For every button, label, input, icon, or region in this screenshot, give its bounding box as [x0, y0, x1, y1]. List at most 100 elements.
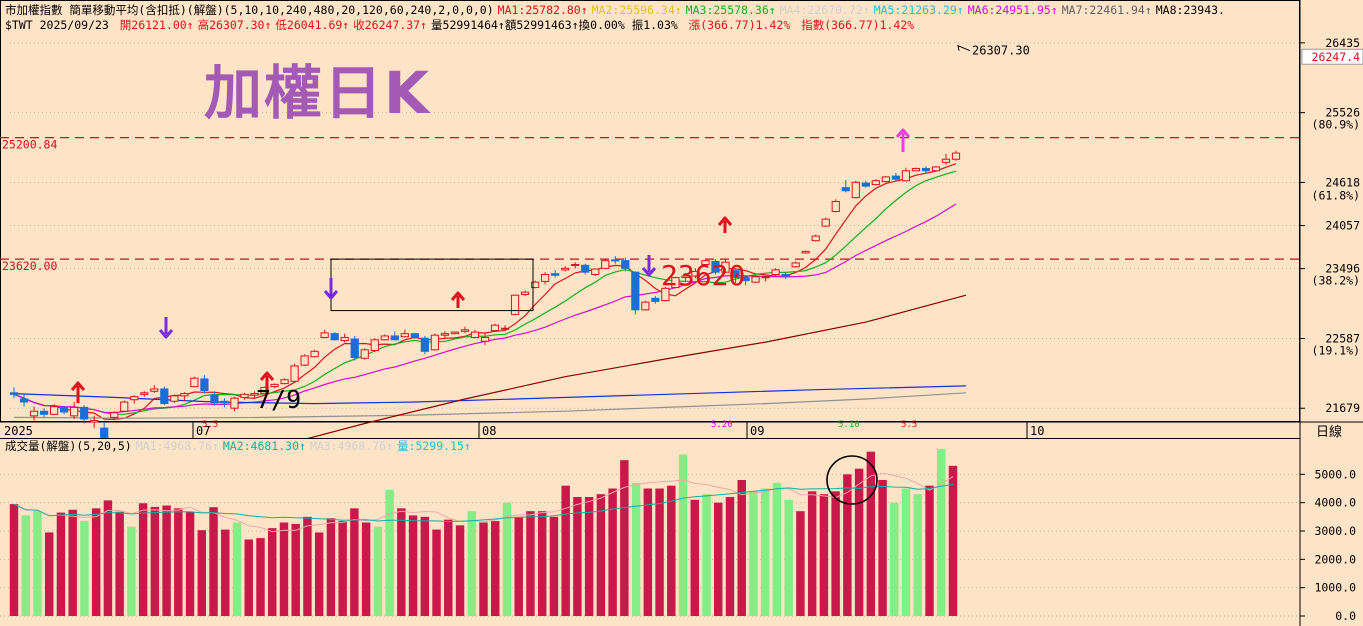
buy-signal-arrow — [717, 216, 733, 233]
candle — [681, 272, 690, 282]
candle — [130, 395, 139, 404]
volume-bar — [620, 460, 629, 616]
header-segment: MA1:4968.76↑ — [136, 439, 219, 453]
candle — [881, 176, 890, 183]
volume-tick-label: 0.0 — [1335, 609, 1356, 623]
volume-bar — [432, 529, 441, 616]
month-label: 08 — [482, 424, 496, 438]
volume-bar — [608, 488, 617, 616]
volume-bar — [244, 539, 253, 616]
volume-bar — [326, 518, 336, 616]
candle — [811, 234, 820, 242]
candle-body — [751, 276, 760, 283]
candle — [160, 386, 169, 406]
volume-bar — [831, 491, 840, 616]
candle-body — [821, 218, 830, 227]
candle-body — [591, 268, 600, 275]
candle — [631, 271, 640, 315]
header-segment: MA3:25578.36↑ — [686, 3, 776, 17]
header-segment: MA4:22670.72↑ — [780, 3, 870, 17]
candle — [210, 391, 219, 406]
month-label: 09 — [750, 424, 764, 438]
candle — [541, 272, 550, 285]
support-level-annotation: 23620 — [661, 259, 745, 292]
candle-body — [320, 332, 329, 338]
candle — [510, 294, 520, 316]
header-segment: $TWT 2025/09/23 — [5, 18, 116, 32]
candle — [781, 272, 790, 280]
volume-bar — [174, 508, 183, 616]
candle-body — [490, 324, 500, 332]
volume-bar — [350, 508, 359, 616]
candle — [340, 333, 349, 343]
candle — [280, 378, 289, 385]
volume-bar — [397, 508, 406, 616]
candle — [621, 257, 630, 272]
candle — [791, 261, 800, 268]
candle-body — [911, 167, 921, 172]
candle-body — [891, 175, 900, 180]
volume-bar — [56, 512, 66, 616]
price-tick-label: 25526 — [1325, 106, 1360, 120]
volume-tick-label: 4000.0 — [1314, 496, 1356, 510]
volume-bar — [878, 480, 887, 616]
candle-body — [811, 235, 820, 242]
candle — [80, 405, 89, 424]
level-label: 25200.84 — [2, 138, 57, 152]
candle-body — [150, 388, 159, 392]
candle-body — [380, 335, 389, 341]
candle-body — [130, 396, 139, 401]
month-label: 07 — [196, 424, 210, 438]
volume-bar — [502, 502, 512, 616]
volume-bar — [937, 448, 946, 616]
fibonacci-pct-label: (19.1%) — [1312, 343, 1360, 357]
candle-body — [530, 281, 540, 289]
candle-body — [440, 333, 450, 336]
candle-body — [721, 261, 730, 273]
volume-bar — [925, 485, 934, 616]
volume-bar — [737, 480, 746, 616]
candle — [901, 167, 911, 182]
volume-bar — [596, 494, 606, 616]
volume-bar — [444, 519, 453, 616]
volume-chart: 5000.0 4000.0 3000.0 2000.0 1000.0 0.0 成交量(解盤)… — [0, 438, 1356, 626]
candle — [661, 286, 670, 302]
candle-body — [49, 406, 59, 415]
candle — [751, 275, 760, 283]
candle — [941, 153, 951, 165]
volume-bar — [221, 529, 230, 616]
candle — [701, 259, 710, 266]
candle — [951, 150, 961, 161]
candle-body — [470, 331, 480, 338]
candle-body — [711, 260, 720, 273]
volume-bar — [279, 522, 289, 616]
header-segment: 成交量(解盤)(5,20,5) — [5, 439, 132, 453]
indicator-legend-line: 市加權指數 簡單移動平均(含扣抵)(解盤)(5,10,10,240,480,20… — [5, 3, 1225, 17]
volume-bar — [526, 511, 535, 616]
candle-body — [701, 260, 710, 265]
candle-body — [781, 273, 790, 277]
candle-body — [100, 427, 109, 438]
candle — [310, 349, 319, 358]
volume-bar — [678, 454, 688, 616]
chart-title-overlay: 加權日K — [204, 59, 431, 127]
candle — [220, 398, 229, 408]
fibonacci-pct-label: (80.9%) — [1312, 118, 1360, 132]
header-segment: MA1:25782.80↑ — [498, 3, 588, 17]
candle — [270, 383, 279, 389]
high-pointer — [957, 44, 971, 52]
candle-body — [841, 187, 850, 192]
candle — [551, 269, 560, 278]
header-segment: MA5:21263.29↑ — [874, 3, 964, 17]
candle-body — [921, 167, 931, 172]
volume-tick-label: 1000.0 — [1314, 581, 1356, 595]
candle-body — [541, 273, 550, 282]
volume-bar — [913, 494, 923, 616]
candle — [100, 422, 109, 438]
volume-bar — [21, 515, 30, 616]
header-segment: 低26041.69↑ — [275, 18, 349, 32]
candle — [110, 411, 119, 419]
candle — [530, 280, 540, 289]
sell-signal-arrow — [158, 317, 174, 339]
volume-bar — [256, 538, 265, 616]
